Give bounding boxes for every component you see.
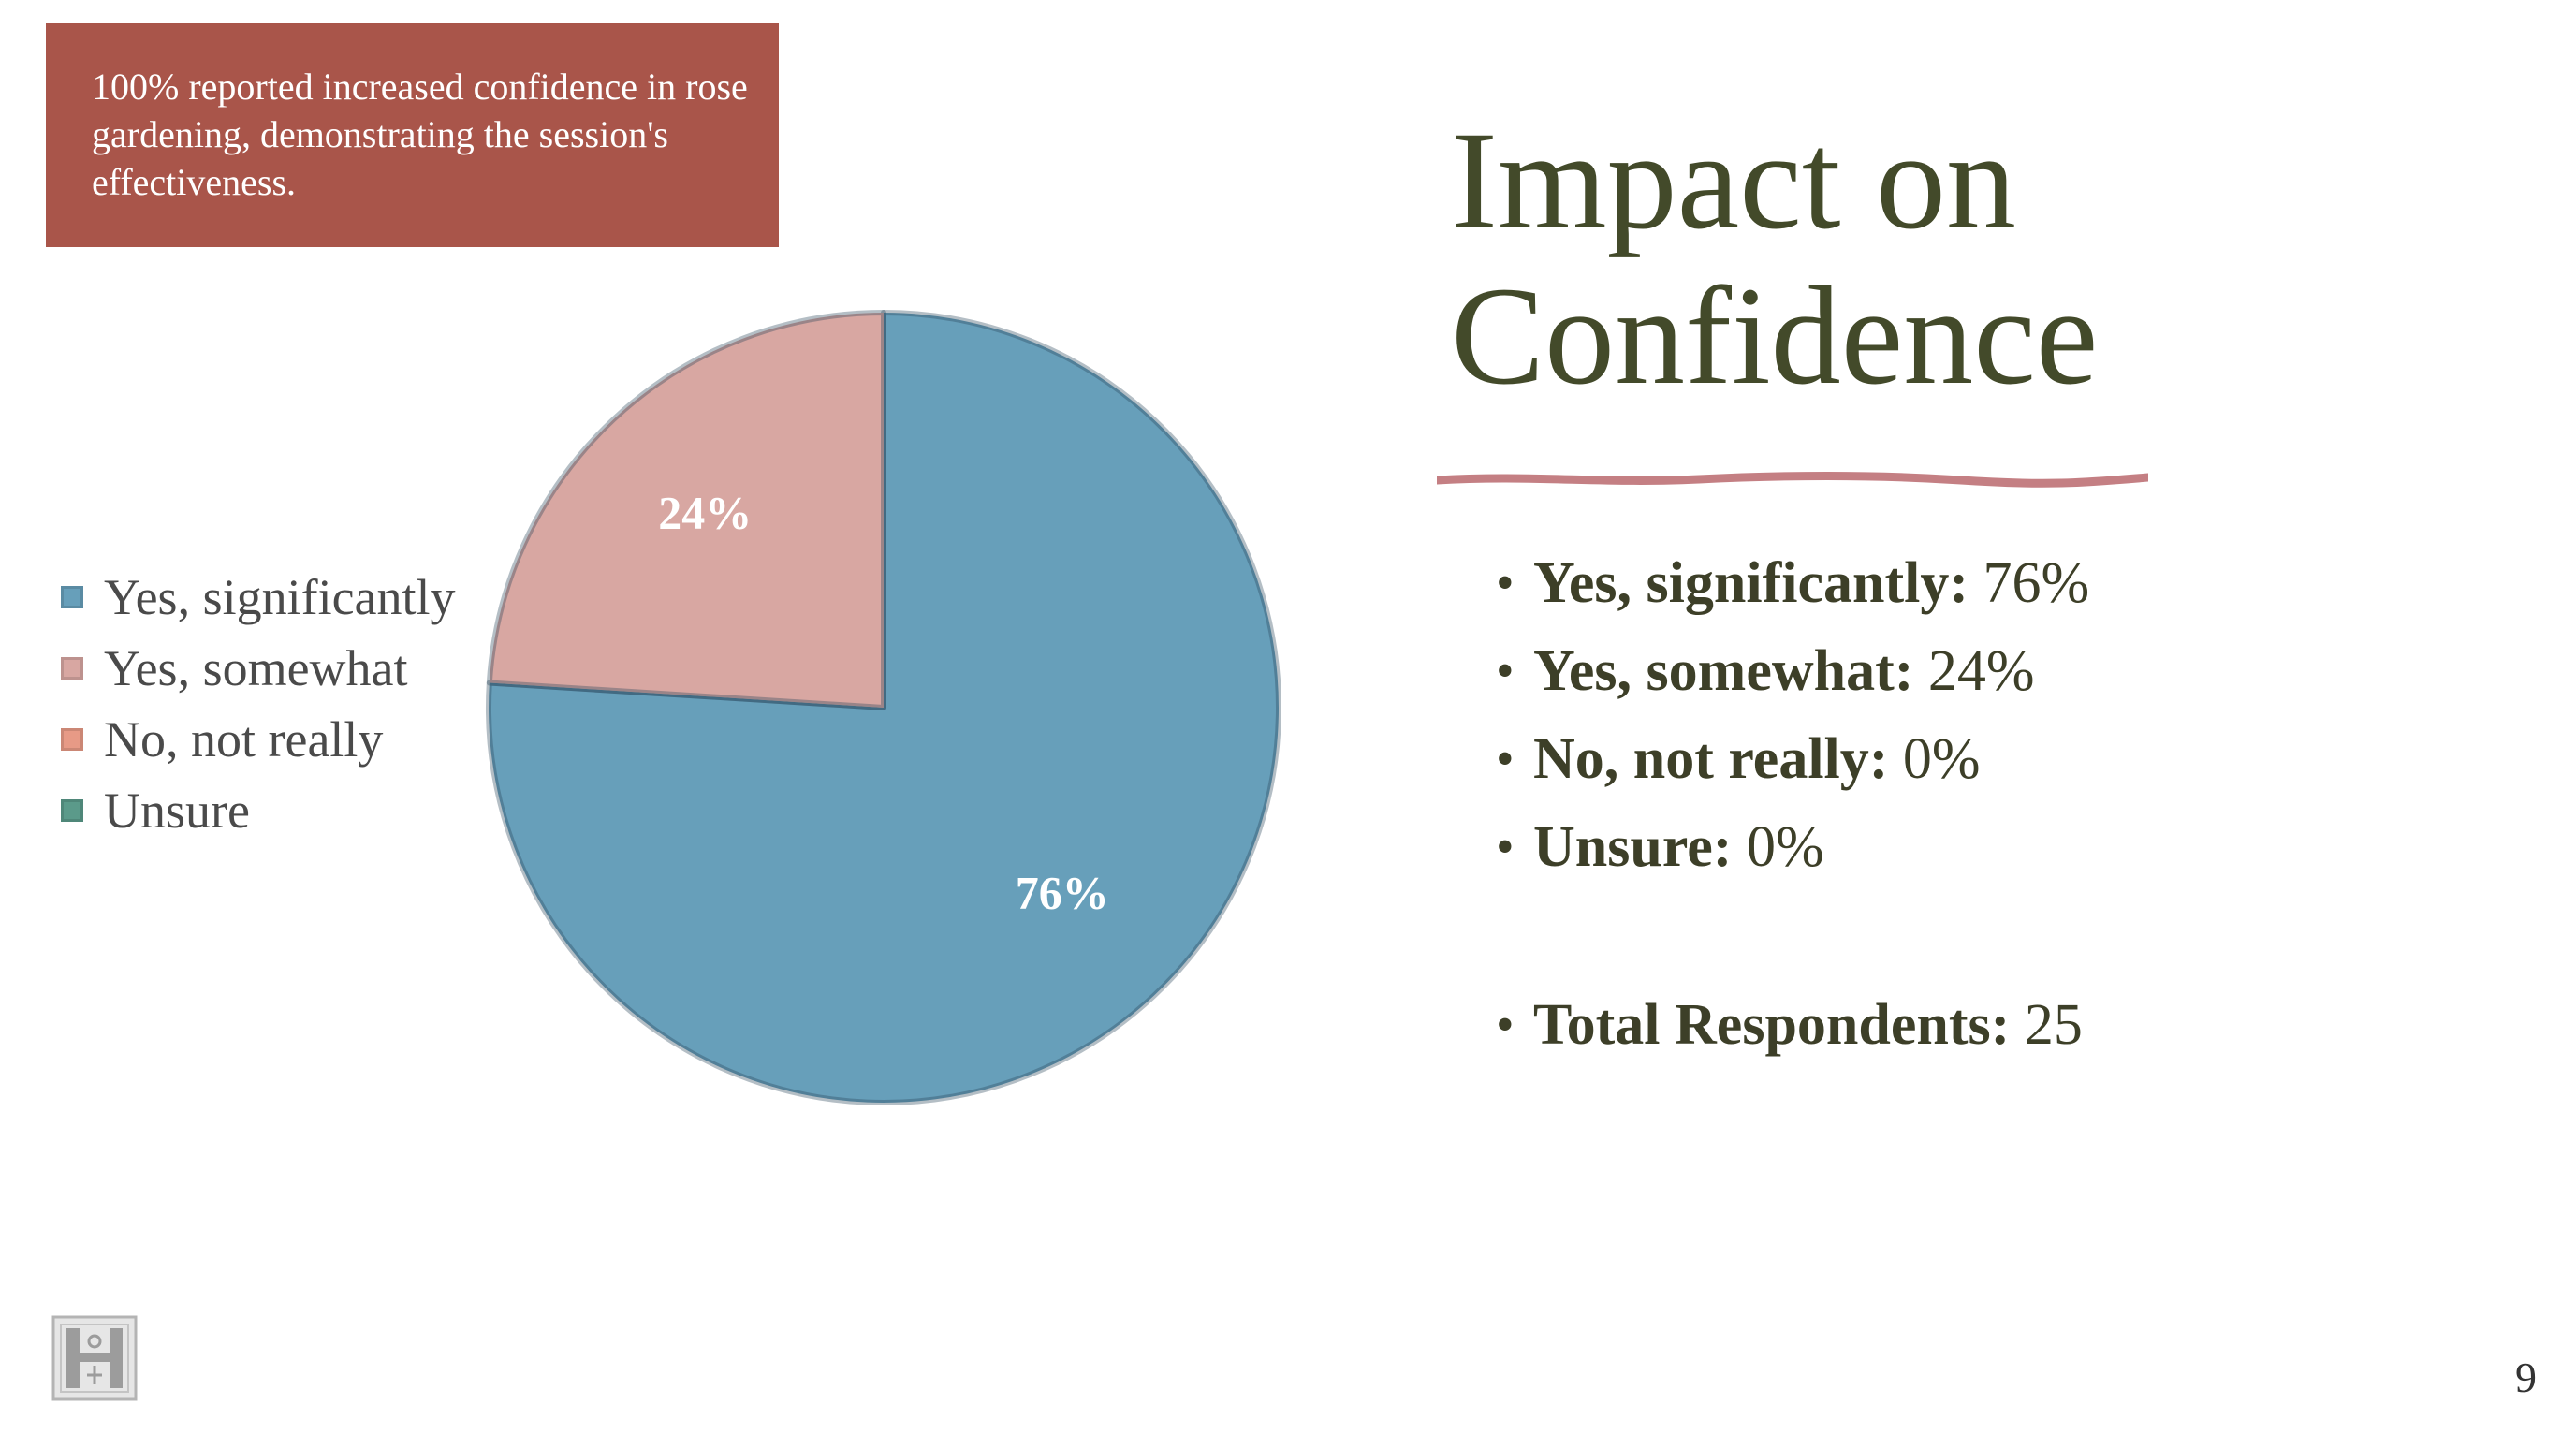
stat-value: 0% xyxy=(1902,727,1981,791)
legend-item-unsure: Unsure xyxy=(61,775,456,846)
stat-label: No, not really: xyxy=(1533,727,1889,791)
stat-label: Unsure: xyxy=(1533,815,1733,879)
title-line-1: Impact on xyxy=(1451,103,2016,258)
pie-slice-yes-significantly xyxy=(486,310,1281,1105)
pie-slice-yes-somewhat xyxy=(486,310,886,710)
legend-swatch xyxy=(61,657,83,680)
stat-value: 0% xyxy=(1746,815,1824,879)
chart-legend: Yes, significantly Yes, somewhat No, not… xyxy=(61,562,456,846)
pie-data-label: 76% xyxy=(1016,866,1109,918)
legend-item-no-not-really: No, not really xyxy=(61,704,456,775)
legend-swatch xyxy=(61,586,83,608)
stat-unsure: Unsure: 0% xyxy=(1496,807,2525,895)
legend-swatch xyxy=(61,799,83,822)
crest-monogram-icon xyxy=(51,1315,138,1401)
legend-label: Yes, somewhat xyxy=(104,640,408,696)
stat-label: Yes, somewhat: xyxy=(1533,639,1914,703)
stat-label: Total Respondents: xyxy=(1533,993,2011,1057)
stat-yes-somewhat: Yes, somewhat: 24% xyxy=(1496,631,2525,719)
stat-yes-significantly: Yes, significantly: 76% xyxy=(1496,543,2525,631)
legend-label: Unsure xyxy=(104,783,250,839)
callout-text: 100% reported increased confidence in ro… xyxy=(92,66,748,203)
stat-total-respondents: Total Respondents: 25 xyxy=(1496,985,2525,1073)
slide-title: Impact on Confidence xyxy=(1451,103,2527,414)
legend-item-yes-significantly: Yes, significantly xyxy=(61,562,456,633)
legend-label: No, not really xyxy=(104,711,384,768)
callout-box: 100% reported increased confidence in ro… xyxy=(46,23,779,247)
title-line-2: Confidence xyxy=(1451,258,2099,414)
legend-swatch xyxy=(61,728,83,751)
pie-data-label: 24% xyxy=(658,486,752,538)
stat-no-not-really: No, not really: 0% xyxy=(1496,719,2525,807)
title-underline xyxy=(1437,471,2148,488)
legend-item-yes-somewhat: Yes, somewhat xyxy=(61,633,456,704)
stat-label: Yes, significantly: xyxy=(1533,551,1969,615)
stats-list: Yes, significantly: 76% Yes, somewhat: 2… xyxy=(1496,543,2525,1073)
stat-value: 24% xyxy=(1927,639,2035,703)
stat-value: 25 xyxy=(2024,993,2083,1057)
legend-label: Yes, significantly xyxy=(104,569,456,625)
stat-value: 76% xyxy=(1983,551,2090,615)
page-number: 9 xyxy=(2515,1354,2537,1401)
